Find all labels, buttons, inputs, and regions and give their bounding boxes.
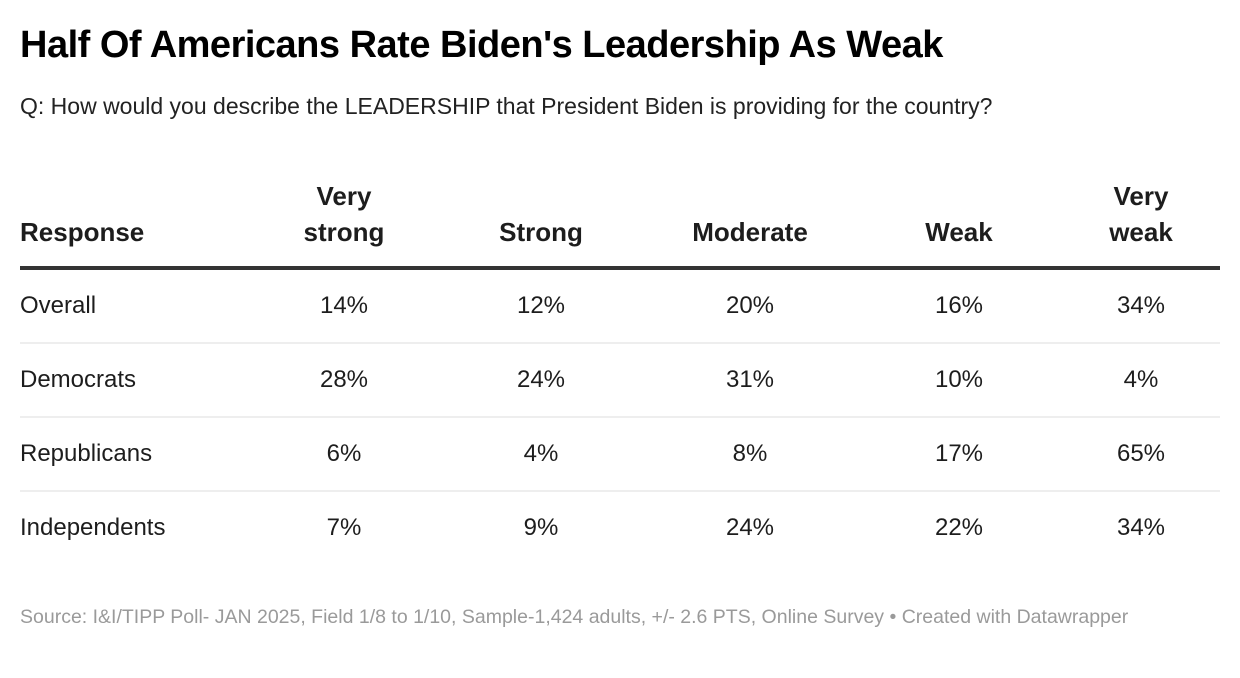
row-label: Democrats — [20, 343, 250, 418]
cell-value: 7% — [326, 514, 362, 541]
cell-value: 16% — [856, 268, 1062, 344]
cell-value: 12% — [438, 268, 644, 344]
table-header-row: Response Very strong Strong Moderate Weak… — [20, 178, 1220, 270]
column-header-very-strong-line2: strong — [303, 217, 385, 247]
row-label: Independents — [20, 514, 166, 541]
column-header-weak[interactable]: Weak — [856, 178, 1062, 270]
column-header-strong[interactable]: Strong — [438, 178, 644, 270]
cell-value: 4% — [1062, 343, 1220, 418]
cell-value: 24% — [725, 514, 775, 541]
cell-value: 24% — [438, 343, 644, 418]
cell-value: 8% — [644, 417, 856, 492]
cell-value: 4% — [438, 417, 644, 492]
cell-value: 22% — [934, 514, 984, 541]
cell-value: 34% — [1062, 268, 1220, 344]
column-header-very-weak[interactable]: Very weak — [1062, 178, 1220, 270]
cell-value: 6% — [250, 417, 438, 492]
table-row: Independents 7% 9% 24% 22% 34% — [20, 491, 1220, 564]
cell-value: 34% — [1116, 514, 1166, 541]
table-body: Overall 14% 12% 20% 16% 34% Democrats 28… — [20, 268, 1220, 564]
column-header-very-weak-line1: Very — [1113, 181, 1169, 211]
source-note: Source: I&I/TIPP Poll- JAN 2025, Field 1… — [20, 606, 885, 628]
cell-value: 10% — [856, 343, 1062, 418]
chart-footer: Source: I&I/TIPP Poll- JAN 2025, Field 1… — [20, 604, 1140, 630]
column-header-response[interactable]: Response — [20, 178, 250, 270]
cell-value: 28% — [250, 343, 438, 418]
cell-value: 9% — [523, 514, 559, 541]
data-table: Response Very strong Strong Moderate Weak… — [20, 178, 1220, 564]
row-label: Republicans — [20, 417, 250, 492]
column-header-very-strong[interactable]: Very strong — [250, 178, 438, 270]
cell-value: 31% — [644, 343, 856, 418]
footer-separator: • — [884, 606, 902, 628]
cell-value: 65% — [1062, 417, 1220, 492]
chart-title: Half Of Americans Rate Biden's Leadershi… — [20, 24, 943, 66]
chart-subtitle: Q: How would you describe the LEADERSHIP… — [20, 93, 993, 119]
cell-value: 20% — [644, 268, 856, 344]
cell-value: 14% — [250, 268, 438, 344]
column-header-very-strong-line1: Very — [316, 181, 372, 211]
cell-value: 17% — [856, 417, 1062, 492]
row-label: Overall — [20, 268, 250, 344]
table-row: Democrats 28% 24% 31% 10% 4% — [20, 343, 1220, 418]
table-row: Overall 14% 12% 20% 16% 34% — [20, 268, 1220, 344]
table-row: Republicans 6% 4% 8% 17% 65% — [20, 417, 1220, 492]
datawrapper-credit-link[interactable]: Created with Datawrapper — [901, 606, 1129, 628]
column-header-moderate[interactable]: Moderate — [644, 178, 856, 270]
column-header-very-weak-line2: weak — [1109, 217, 1173, 247]
